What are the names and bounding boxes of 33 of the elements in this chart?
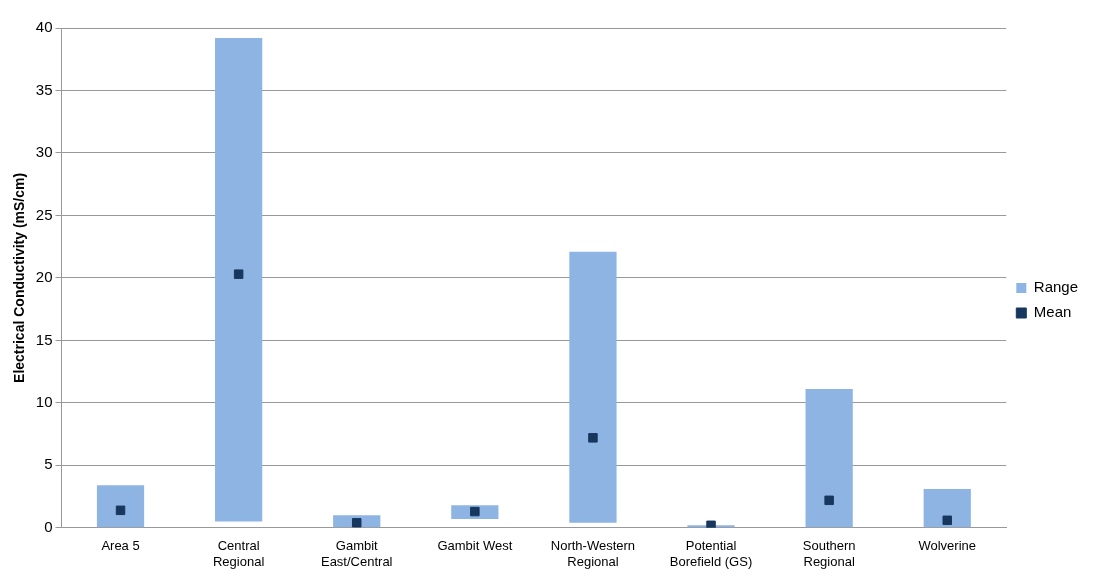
x-tick-label: Gambit East/Central xyxy=(320,538,393,569)
legend-label: Mean xyxy=(1033,303,1072,321)
y-tick-label: 15 xyxy=(35,330,53,348)
x-tick-label: Central Regional xyxy=(212,538,265,569)
y-tick-label: 10 xyxy=(35,392,53,410)
bar xyxy=(923,489,971,528)
point xyxy=(588,433,598,443)
legend-label: Range xyxy=(1033,278,1078,296)
x-tick-label: Southern Regional xyxy=(802,538,856,569)
y-tick-label: 20 xyxy=(35,268,53,286)
bar xyxy=(805,389,853,528)
x-tick-label: Area 5 xyxy=(101,538,140,554)
y-tick-label: 30 xyxy=(35,143,53,161)
point xyxy=(942,515,952,526)
bar xyxy=(569,251,617,523)
point xyxy=(352,518,362,528)
point xyxy=(706,520,716,528)
y-tick-label: 40 xyxy=(35,18,53,36)
x-tick-label: Wolverine xyxy=(918,538,977,554)
point xyxy=(824,495,834,506)
x-tick-label: Gambit West xyxy=(437,538,513,554)
x-tick-label: Potential Borefield (GS) xyxy=(669,538,753,569)
bar xyxy=(215,38,263,522)
y-tick-label: 35 xyxy=(35,80,53,98)
y-tick-label: 0 xyxy=(44,517,53,535)
point xyxy=(233,269,244,279)
bar xyxy=(96,485,145,528)
y-axis-title: Electrical Conductivity (mS/cm) xyxy=(11,172,28,383)
point xyxy=(115,505,126,516)
y-tick-label: 5 xyxy=(44,455,53,473)
y-tick-label: 25 xyxy=(35,205,53,223)
point xyxy=(470,506,480,517)
x-tick-label: North-Western Regional xyxy=(550,538,636,569)
